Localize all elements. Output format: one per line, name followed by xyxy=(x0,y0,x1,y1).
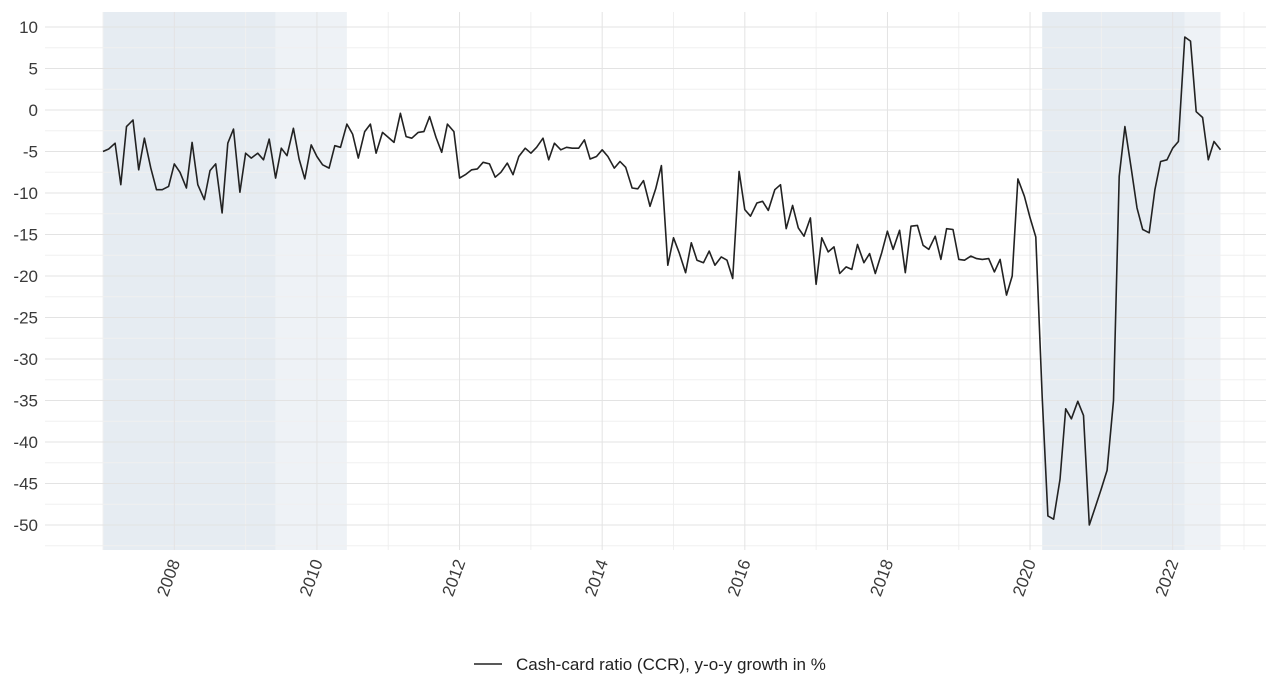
major-gridlines xyxy=(45,12,1266,550)
minor-gridlines xyxy=(45,12,1266,550)
legend: Cash-card ratio (CCR), y-o-y growth in % xyxy=(474,655,826,674)
shaded-period-2 xyxy=(1042,12,1185,550)
series-layer xyxy=(102,36,1222,526)
x-tick-label: 2014 xyxy=(581,557,612,599)
shaded-period-1 xyxy=(275,12,347,550)
y-tick-label: -5 xyxy=(23,143,38,162)
y-tick-label: -45 xyxy=(13,475,38,494)
x-tick-label: 2008 xyxy=(153,557,184,599)
x-tick-label: 2020 xyxy=(1009,557,1040,599)
series-line-0 xyxy=(102,36,1222,526)
shaded-period-layer xyxy=(103,12,1221,550)
x-tick-label: 2010 xyxy=(296,557,327,599)
y-tick-label: -30 xyxy=(13,350,38,369)
y-tick-label: 10 xyxy=(19,18,38,37)
y-tick-label: -40 xyxy=(13,433,38,452)
y-tick-label: 0 xyxy=(29,101,38,120)
y-tick-label: 5 xyxy=(29,60,38,79)
x-axis-tick-labels: 2008 2010 2012 2014 2016 2018 2020 2022 xyxy=(153,557,1182,599)
y-tick-label: -25 xyxy=(13,309,38,328)
y-tick-label: -20 xyxy=(13,267,38,286)
y-tick-label: -50 xyxy=(13,516,38,535)
shaded-period-3 xyxy=(1184,12,1221,550)
legend-label: Cash-card ratio (CCR), y-o-y growth in % xyxy=(516,655,826,674)
y-tick-label: -35 xyxy=(13,392,38,411)
x-tick-label: 2018 xyxy=(866,557,897,599)
x-tick-label: 2022 xyxy=(1152,557,1183,599)
y-tick-label: -15 xyxy=(13,226,38,245)
x-tick-label: 2012 xyxy=(439,557,470,599)
y-tick-label: -10 xyxy=(13,184,38,203)
y-axis-tick-labels: 10 5 0 -5 -10 -15 -20 -25 -30 -35 -40 -45 -50 xyxy=(13,18,38,535)
x-tick-label: 2016 xyxy=(724,557,755,599)
shaded-period-0 xyxy=(103,12,276,550)
